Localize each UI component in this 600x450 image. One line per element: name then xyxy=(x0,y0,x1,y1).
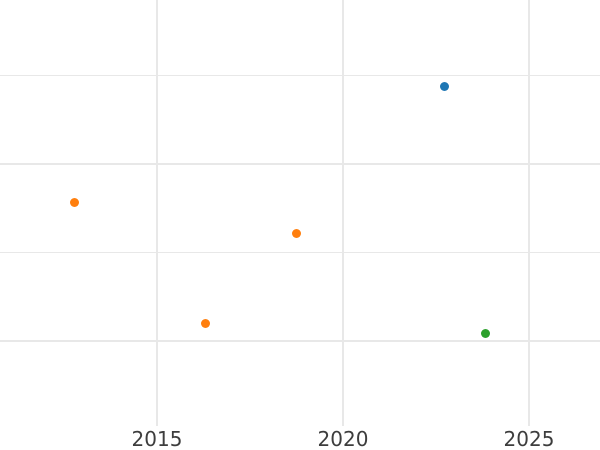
vertical-gridline xyxy=(342,0,344,426)
scatter-point-blue-series xyxy=(439,81,449,91)
scatter-point-green-series xyxy=(480,328,490,338)
vertical-gridline xyxy=(528,0,530,426)
horizontal-gridline xyxy=(0,163,600,165)
x-tick-label: 2025 xyxy=(503,427,555,450)
horizontal-gridline xyxy=(0,251,600,253)
x-tick-label: 2015 xyxy=(131,427,183,450)
x-tick-label: 2020 xyxy=(317,427,369,450)
vertical-gridline xyxy=(156,0,158,426)
horizontal-gridline xyxy=(0,340,600,342)
scatter-point-orange-series xyxy=(200,318,210,328)
scatter-point-orange-series xyxy=(69,197,79,207)
scatter-point-orange-series xyxy=(291,228,301,238)
horizontal-gridline xyxy=(0,74,600,76)
